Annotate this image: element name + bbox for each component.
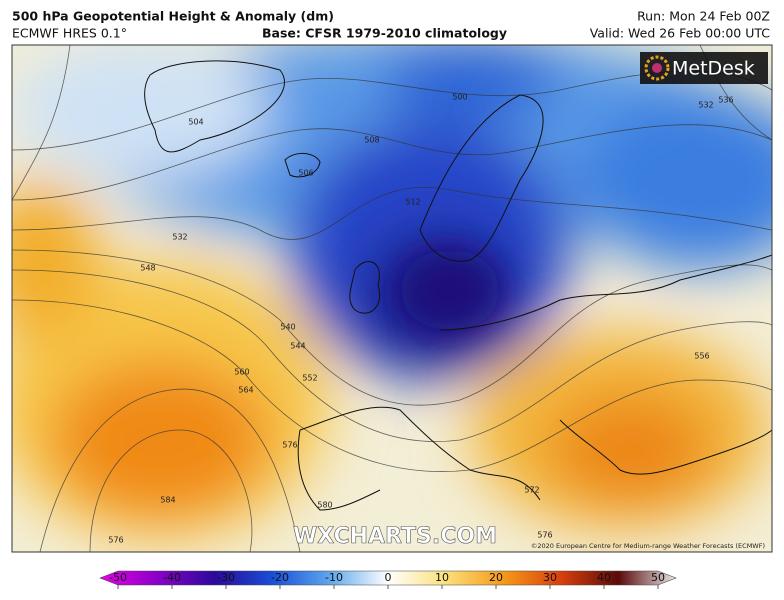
- coastlines: [144, 60, 772, 511]
- contour-label: 504: [188, 118, 203, 127]
- colorbar-tick-label: -40: [163, 571, 181, 584]
- colorbar-tick-label: -50: [109, 571, 127, 584]
- watermark: WXCHARTS.COM: [293, 524, 497, 549]
- contour-label: 532: [172, 233, 187, 242]
- contour-label: 572: [524, 486, 539, 495]
- contour-label: 564: [238, 386, 253, 395]
- model-label: ECMWF HRES 0.1°: [12, 26, 127, 41]
- contour-label: 576: [108, 536, 123, 545]
- colorbar-tick-label: -30: [217, 571, 235, 584]
- contour-label: 540: [280, 323, 295, 332]
- contour-label: 576: [282, 441, 297, 450]
- copyright: ©2020 European Centre for Medium-range W…: [531, 542, 765, 550]
- colorbar-tick-label: 20: [489, 571, 503, 584]
- base-label: Base: CFSR 1979-2010 climatology: [262, 26, 507, 41]
- logo: MetDesk: [640, 52, 768, 84]
- colorbar-tick-label: 0: [385, 571, 392, 584]
- colorbar-tick-label: 40: [597, 571, 611, 584]
- colorbar: -50 -40 -30 -20 -10 0 10 20 30 40 50: [99, 570, 677, 589]
- contour-label: 584: [160, 496, 175, 505]
- chart-title: 500 hPa Geopotential Height & Anomaly (d…: [12, 9, 334, 24]
- contour-label: 506: [298, 169, 313, 178]
- contour-label: 556: [694, 352, 709, 361]
- contour-label: 576: [537, 531, 552, 540]
- map: 504 500 508 506 512 532 548 540 544 552 560 564 576 5…: [12, 45, 772, 552]
- contour-label: 580: [317, 501, 332, 510]
- run-label: Run: Mon 24 Feb 00Z: [637, 9, 770, 24]
- colorbar-tick-label: 30: [543, 571, 557, 584]
- contour-label: 532: [698, 101, 713, 110]
- contour-label: 552: [302, 374, 317, 383]
- contour-label: 544: [290, 342, 305, 351]
- colorbar-tick-label: 50: [651, 571, 665, 584]
- colorbar-tick-label: -10: [325, 571, 343, 584]
- contour-label: 500: [452, 93, 467, 102]
- contour-label: 548: [140, 264, 155, 273]
- valid-label: Valid: Wed 26 Feb 00:00 UTC: [590, 26, 771, 41]
- contour-label: 508: [364, 136, 379, 145]
- contour-label: 512: [405, 198, 420, 207]
- logo-text: MetDesk: [672, 58, 755, 80]
- contour-label: 560: [234, 368, 249, 377]
- map-frame: [11, 44, 773, 553]
- contour-label: 536: [718, 96, 733, 105]
- colorbar-tick-label: 10: [435, 571, 449, 584]
- colorbar-tick-label: -20: [271, 571, 289, 584]
